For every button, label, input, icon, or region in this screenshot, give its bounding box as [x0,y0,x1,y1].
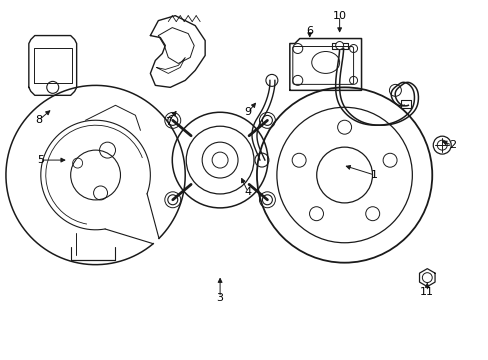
Text: 7: 7 [164,117,171,127]
Text: 1: 1 [370,170,377,180]
Text: 11: 11 [419,287,433,297]
Text: 6: 6 [305,26,313,36]
Text: 3: 3 [216,293,223,302]
Text: 5: 5 [37,155,44,165]
Text: 9: 9 [244,107,251,117]
Text: 4: 4 [244,187,251,197]
Text: 10: 10 [332,11,346,21]
Text: 2: 2 [447,140,455,150]
Circle shape [335,41,343,50]
Text: 8: 8 [35,115,42,125]
